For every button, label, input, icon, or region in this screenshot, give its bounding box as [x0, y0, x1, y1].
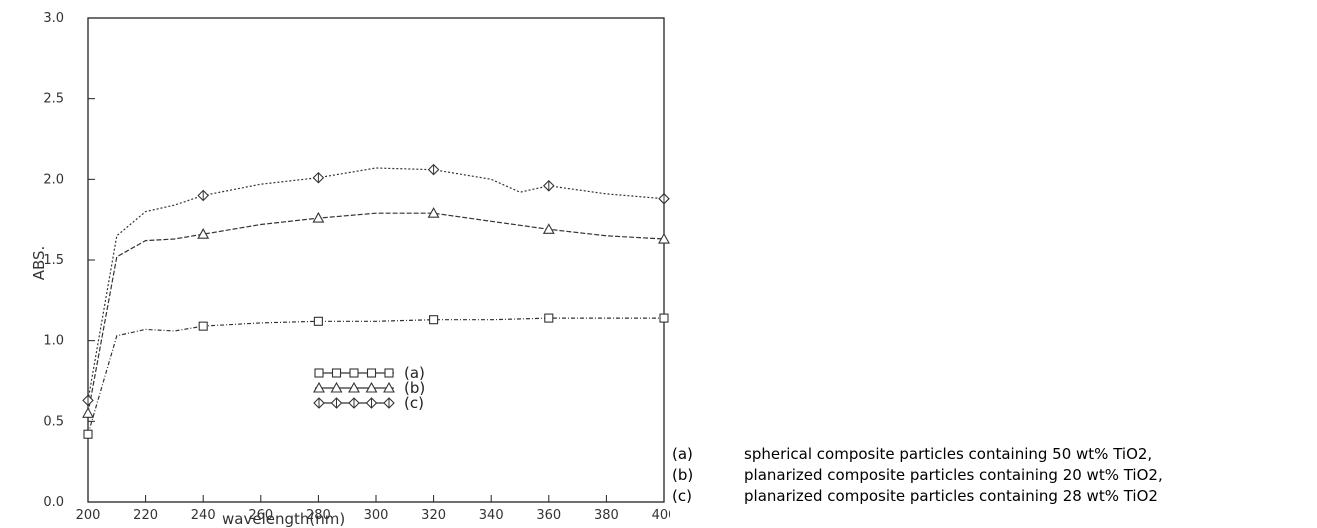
y-axis-label: ABS.	[30, 246, 48, 281]
x-tick-label: 240	[191, 508, 216, 523]
description-key-a: (a)	[672, 445, 693, 463]
y-tick-label: 2.5	[43, 92, 64, 107]
legend-marker	[366, 368, 377, 378]
legend-label: (a)	[404, 364, 425, 382]
description-row-a: (a) spherical composite particles contai…	[672, 444, 1163, 465]
y-tick-label: 3.0	[43, 11, 64, 26]
description-key-c: (c)	[672, 487, 692, 505]
y-tick-label: 2.0	[43, 172, 64, 187]
series-line	[87, 212, 665, 414]
data-point	[313, 316, 323, 326]
data-point	[658, 232, 670, 244]
series-line	[87, 167, 665, 401]
x-axis-label: wavelength(nm)	[222, 510, 345, 528]
data-point	[429, 315, 439, 325]
y-tick-label: 1.5	[43, 253, 64, 268]
x-tick-label: 340	[479, 508, 504, 523]
legend-item: (a)	[314, 364, 425, 382]
series-description: (a) spherical composite particles contai…	[672, 444, 1163, 507]
plot-border	[87, 17, 665, 503]
description-text-a: spherical composite particles containing…	[744, 445, 1153, 463]
data-point	[542, 223, 555, 234]
abs-chart: 200 220 240 260 280 300 320 340 360 380 400 0.0 0.5 1…	[30, 11, 670, 528]
x-tick-label: 400	[652, 508, 670, 523]
legend-marker	[330, 381, 343, 393]
legend: (a)(b)(c)	[313, 364, 425, 412]
y-tick-label: 0.0	[43, 495, 64, 510]
description-key-b: (b)	[672, 466, 694, 484]
description-row-c: (c) planarized composite particles conta…	[672, 486, 1163, 507]
x-tick-label: 320	[421, 508, 446, 523]
series-c	[82, 163, 670, 407]
legend-marker	[331, 368, 342, 378]
x-tick-label: 260	[248, 508, 273, 523]
x-tick-label: 300	[364, 508, 389, 523]
data-point	[544, 313, 554, 323]
description-text-b: planarized composite particles containin…	[744, 466, 1163, 484]
data-point	[82, 407, 94, 418]
series-layer	[82, 163, 670, 439]
series-b	[82, 207, 670, 418]
data-point	[312, 211, 325, 223]
legend-label: (b)	[404, 379, 425, 397]
legend-label: (c)	[404, 394, 424, 412]
description-text-c: planarized composite particles containin…	[744, 487, 1158, 505]
x-tick-label: 280	[306, 508, 331, 523]
data-point	[83, 429, 93, 439]
data-point	[427, 207, 440, 218]
plot-frame	[87, 17, 665, 503]
legend-item: (b)	[313, 379, 425, 397]
legend-marker	[384, 368, 394, 378]
x-tick-label: 380	[594, 508, 619, 523]
legend-marker	[365, 381, 378, 393]
x-tick-label: 360	[536, 508, 561, 523]
data-point	[198, 321, 208, 331]
legend-marker	[348, 381, 360, 393]
x-tick-label: 200	[76, 508, 101, 523]
legend-marker	[349, 368, 359, 378]
y-tick-label: 1.0	[43, 334, 64, 349]
x-tick-label: 220	[133, 508, 158, 523]
y-tick-label: 0.5	[43, 414, 64, 429]
description-row-b: (b) planarized composite particles conta…	[672, 465, 1163, 486]
axis-ticks: 200 220 240 260 280 300 320 340 360 380 400 0.0 0.5 1…	[43, 11, 670, 523]
legend-marker	[314, 368, 324, 378]
legend-item: (c)	[313, 394, 424, 412]
legend-marker	[313, 381, 325, 393]
legend-marker	[383, 381, 395, 393]
data-point	[659, 313, 669, 323]
series-line	[87, 317, 664, 435]
series-a	[83, 313, 669, 439]
data-point	[197, 228, 210, 239]
